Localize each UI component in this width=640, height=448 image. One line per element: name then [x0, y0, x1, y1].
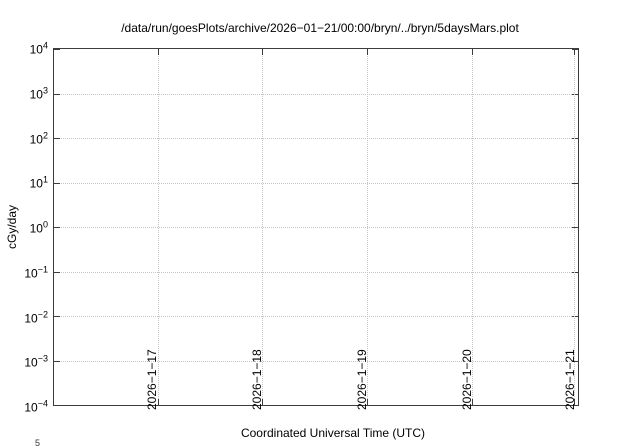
v-gridline	[574, 49, 576, 405]
y-tick-base: 10	[29, 176, 43, 191]
y-axis-label: cGy/day	[5, 204, 19, 250]
bottom-tick-mark	[366, 399, 368, 405]
left-tick-mark	[54, 227, 60, 228]
x-tick-label: 2026−1−21	[563, 349, 578, 410]
top-tick-mark	[262, 49, 264, 55]
left-tick-mark	[54, 93, 60, 95]
h-gridline	[54, 316, 578, 317]
v-gridline	[262, 49, 264, 405]
plot-area	[53, 48, 579, 406]
y-tick-base: 10	[29, 42, 43, 57]
y-tick-base: 10	[24, 311, 38, 325]
left-tick-mark	[54, 405, 60, 406]
y-tick-base: 10	[29, 87, 43, 102]
h-gridline	[54, 227, 578, 228]
top-tick-mark	[157, 49, 159, 55]
v-gridline	[157, 49, 159, 405]
top-tick-mark	[471, 49, 473, 55]
left-tick-mark	[54, 316, 60, 317]
y-tick-base: 10	[24, 400, 38, 415]
top-tick-mark	[574, 49, 576, 55]
left-tick-mark	[54, 182, 60, 184]
x-tick-label: 2026−1−19	[355, 349, 370, 410]
left-tick-mark	[54, 49, 60, 50]
y-tick-label: 103	[30, 84, 48, 101]
h-gridline	[54, 138, 578, 139]
y-tick-exponent: 3	[42, 85, 48, 96]
y-tick-label: 10−1	[24, 263, 48, 280]
y-tick-exponent: −1	[37, 264, 48, 275]
v-gridline	[366, 49, 368, 405]
y-tick-exponent: −2	[37, 309, 48, 319]
y-tick-label: 100	[30, 219, 48, 236]
x-axis-label: Coordinated Universal Time (UTC)	[240, 426, 426, 440]
y-tick-base: 10	[24, 266, 38, 281]
y-tick-label: 104	[30, 40, 48, 57]
x-tick-label: 2026−1−18	[249, 349, 264, 410]
x-tick-label: 2026−1−20	[460, 349, 475, 410]
left-tick-mark	[54, 138, 60, 139]
h-gridline	[54, 271, 578, 273]
y-tick-exponent: 4	[42, 40, 48, 51]
y-tick-exponent: −3	[37, 353, 48, 364]
y-tick-exponent: 0	[42, 219, 48, 230]
h-gridline	[54, 360, 578, 362]
v-gridline	[471, 49, 473, 405]
bottom-tick-mark	[262, 399, 264, 405]
left-tick-mark	[54, 360, 60, 362]
h-gridline	[54, 93, 578, 95]
bottom-tick-mark	[157, 399, 159, 405]
y-tick-exponent: 1	[42, 174, 48, 185]
y-tick-exponent: −4	[37, 398, 48, 409]
y-tick-label: 10−3	[24, 353, 48, 370]
y-tick-label: 10−4	[24, 398, 48, 415]
h-gridline	[54, 182, 578, 184]
y-tick-label: 101	[30, 174, 48, 191]
y-tick-label: 10−2	[24, 308, 48, 325]
top-tick-mark	[366, 49, 368, 55]
x-tick-label: 2026−1−17	[145, 349, 160, 410]
y-tick-base: 10	[29, 221, 43, 236]
y-tick-base: 10	[29, 132, 43, 146]
y-tick-label: 102	[30, 129, 48, 146]
right-tick-mark	[572, 405, 578, 406]
bottom-tick-mark	[471, 399, 473, 405]
chart-title: /data/run/goesPlots/archive/2026−01−21/0…	[121, 21, 519, 35]
y-tick-exponent: 2	[42, 130, 48, 140]
left-tick-mark	[54, 271, 60, 273]
bottom-tick-mark	[574, 399, 576, 405]
y-tick-base: 10	[24, 355, 38, 370]
next-plot-partial-label: 5	[35, 438, 41, 448]
